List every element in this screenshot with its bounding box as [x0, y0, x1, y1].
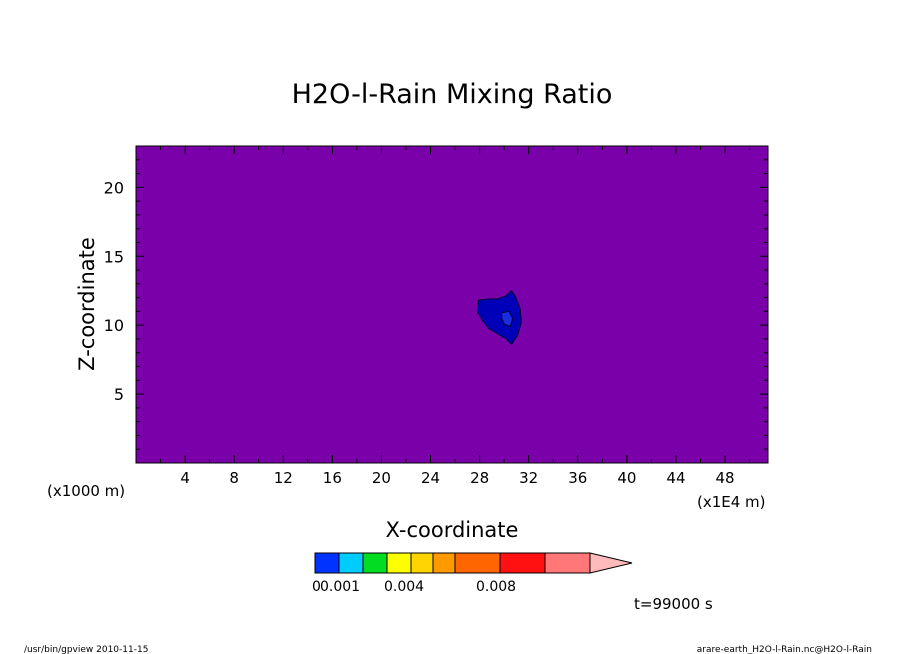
colorbar-tick-label: 0.008 [476, 579, 516, 595]
plot-area [136, 146, 768, 463]
rain-blob-inner [501, 310, 514, 328]
x-tick-label: 16 [323, 469, 342, 487]
colorbar-tick-label: 0.001 [320, 579, 360, 595]
contour-features [476, 290, 522, 345]
x-tick-label: 28 [470, 469, 489, 487]
colorbar-swatch [432, 552, 456, 574]
colorbar-swatch [454, 552, 501, 574]
time-label: t=99000 s [634, 595, 713, 613]
colorbar-swatch [499, 552, 546, 574]
colorbar-arrow [589, 552, 633, 574]
x-axis-ticks: 4 8 12 16 20 24 28 32 36 40 44 48 [160, 146, 751, 487]
plot-frame [135, 145, 769, 464]
x-unit-left-label: (x1000 m) [47, 482, 125, 500]
colorbar: 0 0.001 0.004 0.008 [312, 552, 633, 595]
colorbar-swatch [338, 552, 364, 574]
footer-right: arare-earth_H2O-l-Rain.nc@H2O-l-Rain [697, 645, 872, 654]
x-unit-right-label: (x1E4 m) [697, 493, 766, 511]
y-tick-label: 5 [114, 385, 124, 404]
y-tick-label: 10 [104, 316, 124, 335]
x-tick-label: 20 [372, 469, 391, 487]
x-tick-label: 12 [274, 469, 293, 487]
colorbar-swatch [362, 552, 388, 574]
rain-blob-outer [476, 290, 522, 345]
x-tick-label: 24 [421, 469, 440, 487]
colorbar-swatch [410, 552, 434, 574]
y-axis-label: Z-coordinate [75, 237, 99, 371]
x-tick-label: 48 [716, 469, 735, 487]
x-tick-label: 44 [666, 469, 685, 487]
colorbar-swatch [544, 552, 591, 574]
x-tick-label: 32 [519, 469, 538, 487]
x-tick-label: 36 [568, 469, 587, 487]
y-tick-label: 15 [104, 247, 124, 266]
x-tick-label: 40 [617, 469, 636, 487]
chart-title: H2O-l-Rain Mixing Ratio [292, 79, 613, 110]
colorbar-swatch [314, 552, 340, 574]
y-tick-label: 20 [104, 178, 124, 197]
x-axis-label: X-coordinate [386, 518, 519, 542]
colorbar-swatch [386, 552, 412, 574]
colorbar-tick-label: 0 [312, 579, 321, 595]
colorbar-tick-label: 0.004 [384, 579, 424, 595]
y-axis-ticks: 5 10 15 20 [104, 159, 768, 450]
x-tick-label: 4 [180, 469, 190, 487]
x-tick-label: 8 [229, 469, 239, 487]
footer-left: /usr/bin/gpview 2010-11-15 [24, 645, 148, 654]
